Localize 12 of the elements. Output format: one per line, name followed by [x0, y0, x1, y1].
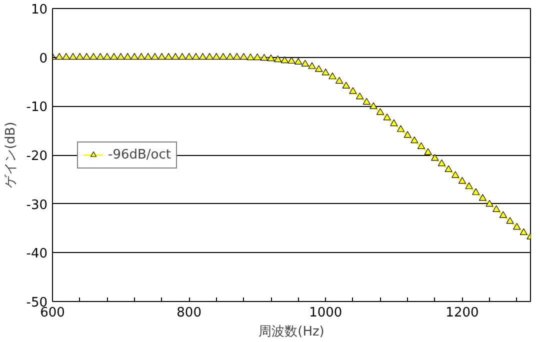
legend-label: -96dB/oct: [108, 147, 171, 162]
y-tick-label: -20: [26, 149, 48, 164]
x-tick-label: 800: [176, 306, 202, 320]
y-tick-label: -10: [26, 100, 48, 116]
y-axis-title: ゲイン(dB): [3, 122, 18, 188]
x-tick-label: 1000: [309, 306, 342, 320]
y-tick-label: 10: [30, 2, 48, 18]
x-axis-title: 周波数(Hz): [258, 324, 324, 340]
x-tick-label: 1200: [446, 306, 479, 320]
y-tick-label: -40: [26, 246, 48, 262]
y-tick-label: 0: [39, 51, 48, 66]
y-tick-label: -30: [26, 198, 48, 213]
